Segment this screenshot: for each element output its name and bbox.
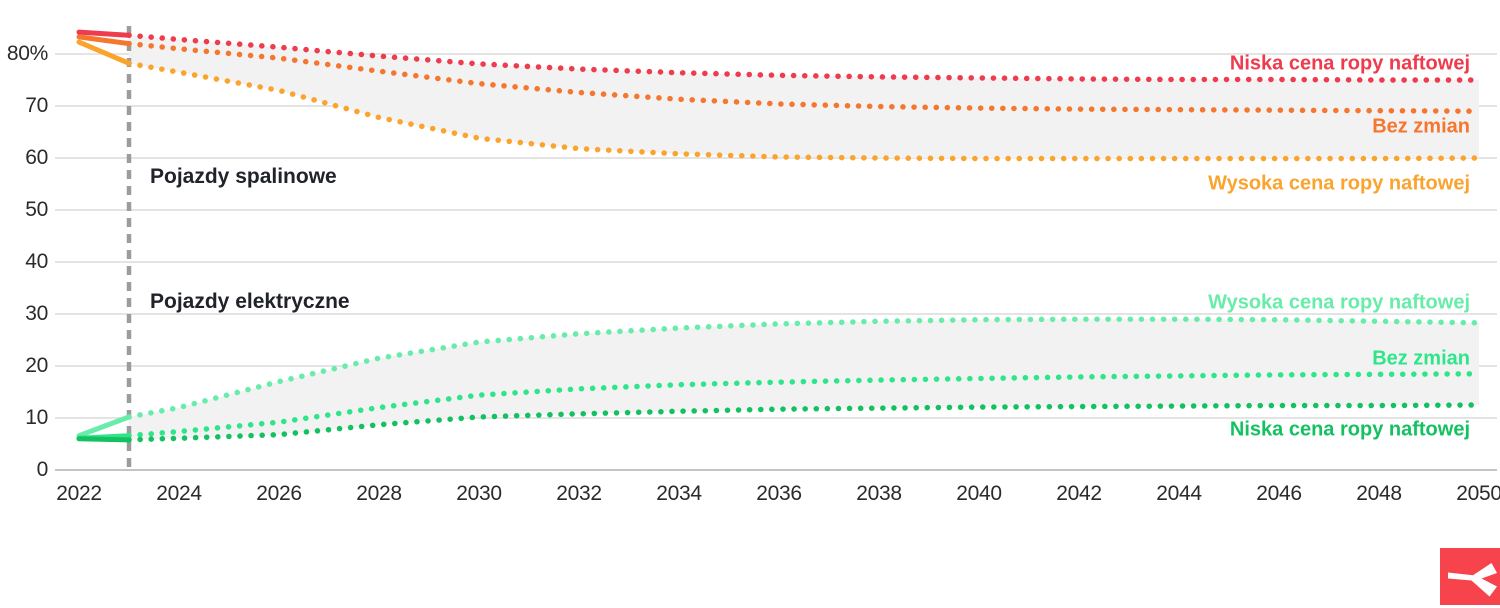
x-tick-label-2050: 2050 bbox=[1456, 482, 1500, 505]
x-tick-label-2044: 2044 bbox=[1156, 482, 1202, 505]
x-tick-label-2034: 2034 bbox=[656, 482, 702, 505]
x-tick-label-2038: 2038 bbox=[856, 482, 902, 505]
x-tick-label-2036: 2036 bbox=[756, 482, 802, 505]
series-dotted-elektryczne-bez bbox=[126, 371, 1482, 439]
x-tick-label-2032: 2032 bbox=[556, 482, 602, 505]
x-tick-label-2028: 2028 bbox=[356, 482, 402, 505]
x-tick-label-2042: 2042 bbox=[1056, 482, 1102, 505]
y-tick-label-50: 50 bbox=[25, 198, 48, 221]
scenario-label-2: Wysoka cena ropy naftowej bbox=[1208, 172, 1470, 195]
x-tick-label-2046: 2046 bbox=[1256, 482, 1302, 505]
x-tick-label-2048: 2048 bbox=[1356, 482, 1402, 505]
scenario-label-0: Niska cena ropy naftowej bbox=[1229, 52, 1470, 75]
y-tick-label-70: 70 bbox=[25, 94, 48, 117]
scenario-label-1: Bez zmian bbox=[1372, 115, 1470, 138]
series-dotted-elektryczne-wysoka bbox=[126, 316, 1482, 420]
y-tick-label-30: 30 bbox=[25, 302, 48, 325]
y-tick-label-10: 10 bbox=[25, 406, 48, 429]
logo-bird-x-shape bbox=[1448, 563, 1497, 597]
y-tick-label-0: 0 bbox=[36, 458, 49, 481]
series-solid-spalinowe-bez bbox=[76, 34, 132, 47]
scenario-label-4: Bez zmian bbox=[1372, 347, 1470, 370]
xtb-logo bbox=[1440, 548, 1500, 605]
group-label-0: Pojazdy spalinowe bbox=[150, 165, 337, 188]
x-tick-label-2030: 2030 bbox=[456, 482, 502, 505]
series-solid-elektryczne-wysoka bbox=[76, 414, 132, 439]
scenario-band-0 bbox=[129, 35, 1479, 159]
y-tick-label-80: 80% bbox=[6, 42, 48, 65]
series-solid-spalinowe-wysoka bbox=[76, 39, 132, 66]
x-tick-label-2040: 2040 bbox=[956, 482, 1002, 505]
x-tick-label-2026: 2026 bbox=[256, 482, 302, 505]
scenario-label-3: Wysoka cena ropy naftowej bbox=[1208, 291, 1470, 314]
y-tick-label-60: 60 bbox=[25, 146, 48, 169]
xtb-logo-icon bbox=[1440, 548, 1500, 605]
x-tick-label-2024: 2024 bbox=[156, 482, 202, 505]
series-dotted-spalinowe-wysoka bbox=[126, 60, 1482, 162]
series-solid-spalinowe-niska bbox=[76, 29, 132, 38]
scenario-label-5: Niska cena ropy naftowej bbox=[1229, 418, 1470, 441]
series-solid-elektryczne-niska bbox=[76, 436, 132, 443]
x-tick-label-2022: 2022 bbox=[56, 482, 102, 505]
series-dotted-spalinowe-bez bbox=[126, 40, 1482, 114]
y-tick-label-20: 20 bbox=[25, 354, 48, 377]
y-tick-label-40: 40 bbox=[25, 250, 48, 273]
group-label-1: Pojazdy elektryczne bbox=[150, 290, 350, 313]
